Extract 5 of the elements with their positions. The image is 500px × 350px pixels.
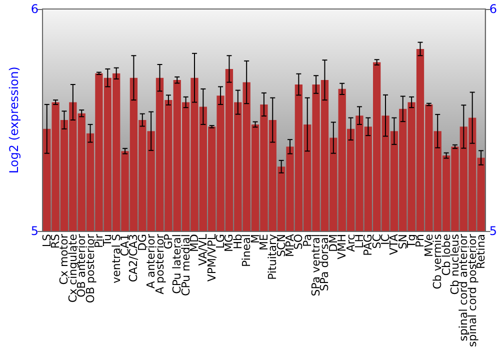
x-tick-label: Retina [474, 234, 488, 270]
y-axis-title: Log2 (expression) [7, 66, 21, 174]
y2-tick-label: 6 [489, 2, 498, 16]
x-tick-label: Pituitary [266, 234, 280, 280]
y2-tick-label: 5 [489, 224, 498, 238]
